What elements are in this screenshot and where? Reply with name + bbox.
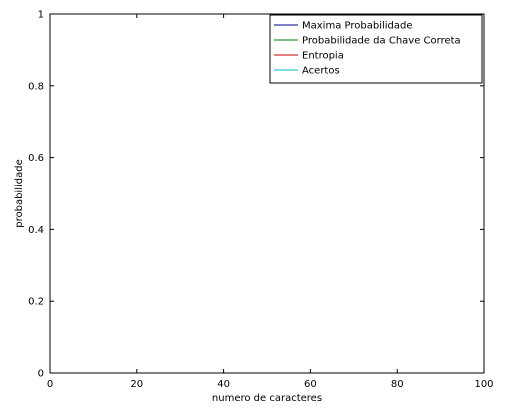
y-tick-label: 0 xyxy=(38,369,44,380)
y-tick-label: 0.4 xyxy=(28,225,44,236)
legend: Maxima Probabilidade Probabilidade da Cha… xyxy=(269,14,483,84)
legend-label-2: Entropia xyxy=(302,51,344,62)
x-tick-label: 0 xyxy=(47,379,53,390)
legend-label-0: Maxima Probabilidade xyxy=(302,21,413,32)
legend-box xyxy=(269,14,483,84)
x-tick-label: 60 xyxy=(304,379,317,390)
y-tick-label: 0.6 xyxy=(28,153,44,164)
x-tick-label: 100 xyxy=(474,379,493,390)
legend-label-1: Probabilidade da Chave Correta xyxy=(302,36,461,47)
x-tick-label: 40 xyxy=(217,379,230,390)
y-tick-label: 1 xyxy=(38,10,44,21)
x-tick-label: 20 xyxy=(130,379,143,390)
y-tick-label: 0.8 xyxy=(28,81,44,92)
x-axis-title: numero de caracteres xyxy=(212,393,322,404)
y-axis-title: probabilidade xyxy=(14,159,25,228)
y-tick-label: 0.2 xyxy=(28,297,44,308)
x-tick-label: 80 xyxy=(391,379,404,390)
legend-label-3: Acertos xyxy=(302,66,340,77)
